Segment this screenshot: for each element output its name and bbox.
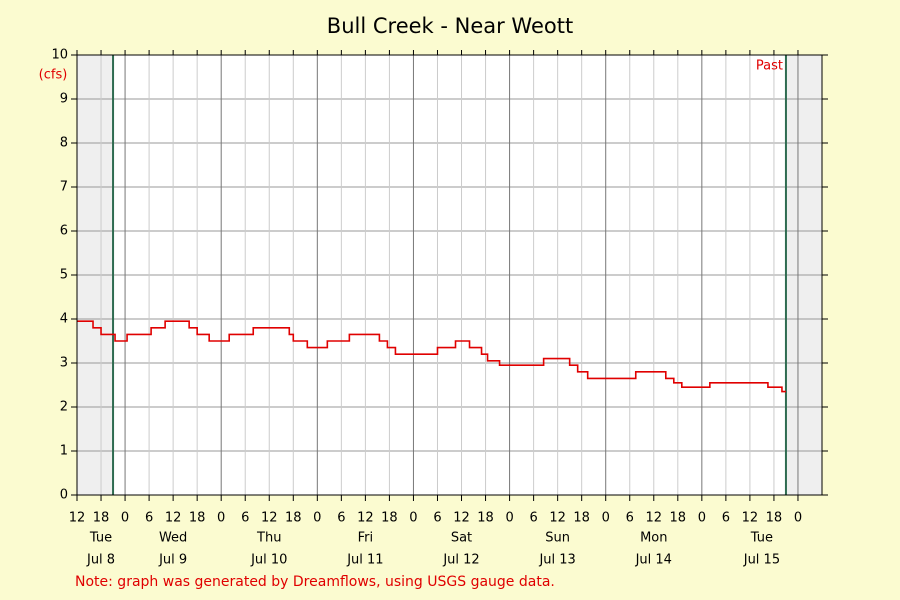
weekday-label: Wed (159, 531, 187, 546)
x-tick-label: 12 (165, 511, 182, 526)
x-tick-label: 0 (602, 511, 610, 526)
y-tick-label: 1 (60, 444, 68, 459)
y-tick-label: 6 (60, 224, 68, 239)
y-tick-label: 8 (60, 136, 68, 151)
x-tick-label: 6 (433, 511, 441, 526)
date-label: Jul 12 (442, 553, 479, 568)
x-tick-label: 18 (573, 511, 590, 526)
x-tick-label: 18 (93, 511, 110, 526)
date-label: Jul 10 (250, 553, 287, 568)
x-tick-label: 6 (337, 511, 345, 526)
x-tick-label: 18 (670, 511, 687, 526)
note: Note: graph was generated by Dreamflows,… (75, 574, 555, 590)
x-tick-label: 12 (261, 511, 278, 526)
x-tick-label: 12 (549, 511, 566, 526)
y-tick-label: 9 (60, 92, 68, 107)
plot-frame (76, 54, 823, 496)
x-tick-label: 12 (742, 511, 759, 526)
y-unit-label: (cfs) (39, 68, 68, 83)
period-label: Past (756, 59, 783, 74)
x-tick-label: 12 (69, 511, 86, 526)
weekday-label: Fri (358, 531, 374, 546)
x-tick-label: 6 (529, 511, 537, 526)
date-label: Jul 15 (743, 553, 780, 568)
date-label: Jul 8 (86, 553, 115, 568)
weekday-label: Sun (545, 531, 570, 546)
x-tick-label: 12 (453, 511, 470, 526)
x-tick-label: 0 (794, 511, 802, 526)
x-tick-label: 0 (698, 511, 706, 526)
flow-line (77, 320, 786, 393)
date-label: Jul 11 (346, 553, 383, 568)
y-tick-label: 10 (51, 48, 68, 63)
x-tick-label: 0 (409, 511, 417, 526)
weekday-label: Mon (640, 531, 667, 546)
y-tick-label: 7 (60, 180, 68, 195)
x-tick-label: 6 (145, 511, 153, 526)
x-tick-label: 0 (505, 511, 513, 526)
chart-title: Bull Creek - Near Weott (327, 14, 573, 38)
y-tick-label: 4 (60, 312, 68, 327)
x-tick-label: 6 (626, 511, 634, 526)
weekday-label: Tue (750, 531, 773, 546)
x-tick-label: 18 (381, 511, 398, 526)
x-tick-label: 0 (217, 511, 225, 526)
x-tick-label: 12 (357, 511, 374, 526)
date-label: Jul 13 (538, 553, 575, 568)
y-tick-label: 2 (60, 400, 68, 415)
date-label: Jul 9 (158, 553, 187, 568)
weekday-label: Tue (89, 531, 112, 546)
x-tick-label: 6 (241, 511, 249, 526)
x-tick-label: 6 (722, 511, 730, 526)
x-tick-label: 0 (313, 511, 321, 526)
y-tick-label: 5 (60, 268, 68, 283)
weekday-label: Sat (451, 531, 472, 546)
weekday-label: Thu (256, 531, 281, 546)
x-tick-label: 18 (766, 511, 783, 526)
x-tick-label: 18 (285, 511, 302, 526)
date-label: Jul 14 (635, 553, 672, 568)
x-tick-label: 0 (121, 511, 129, 526)
x-tick-label: 18 (189, 511, 206, 526)
x-tick-label: 18 (477, 511, 494, 526)
y-tick-label: 3 (60, 356, 68, 371)
y-tick-label: 0 (60, 488, 68, 503)
x-tick-label: 12 (646, 511, 663, 526)
